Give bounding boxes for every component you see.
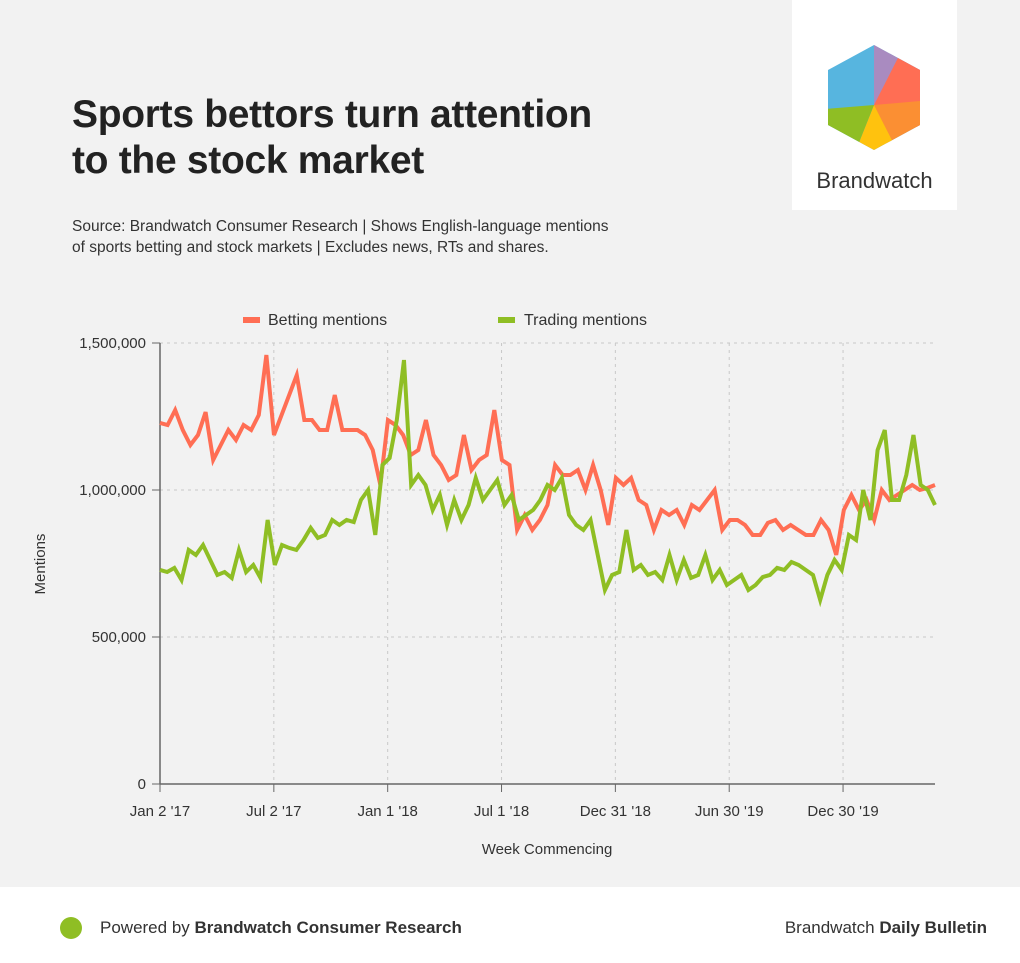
source-line-1: Source: Brandwatch Consumer Research | S… [72, 218, 609, 235]
legend-label: Trading mentions [524, 312, 647, 329]
legend-swatch [498, 317, 515, 323]
x-axis-label: Week Commencing [482, 841, 613, 858]
powered-by: Powered by Brandwatch Consumer Research [100, 918, 462, 938]
y-tick-label: 1,500,000 [79, 335, 146, 352]
y-tick-label: 1,000,000 [79, 482, 146, 499]
x-tick-label: Jul 1 '18 [474, 803, 529, 820]
powered-prefix: Powered by [100, 918, 195, 937]
daily-bulletin: Brandwatch Daily Bulletin [785, 918, 987, 938]
bulletin-name: Daily Bulletin [879, 918, 987, 937]
chart-title: Sports bettors turn attention to the stoc… [72, 92, 692, 184]
series-line-betting [159, 354, 936, 556]
legend: Betting mentions Trading mentions [243, 312, 647, 329]
y-tick-label: 500,000 [92, 629, 146, 646]
legend-swatch [243, 317, 260, 323]
title-line-1: Sports bettors turn attention [72, 93, 592, 136]
bulletin-prefix: Brandwatch [784, 918, 880, 937]
hexagon-logo-icon [828, 45, 920, 150]
legend-label: Betting mentions [268, 312, 387, 329]
x-tick-label: Jan 1 '18 [357, 803, 417, 820]
chart-subtitle: Source: Brandwatch Consumer Research | S… [72, 216, 672, 258]
brandwatch-logo: Brandwatch [792, 0, 957, 210]
y-axis-label: Mentions [32, 534, 49, 595]
source-line-2: of sports betting and stock markets | Ex… [72, 239, 549, 256]
brand-dot-icon [60, 917, 82, 939]
series-line-trading [159, 359, 937, 608]
footer: Powered by Brandwatch Consumer Research … [0, 887, 1020, 963]
title-line-2: to the stock market [72, 139, 424, 182]
line-chart: Betting mentions Trading mentions 0 500,00… [32, 312, 937, 858]
x-tick-label: Dec 30 '19 [807, 803, 878, 820]
x-tick-label: Jul 2 '17 [246, 803, 301, 820]
y-tick-label: 0 [138, 776, 146, 793]
powered-source: Brandwatch Consumer Research [194, 918, 462, 937]
x-tick-label: Jan 2 '17 [130, 803, 190, 820]
x-tick-label: Jun 30 '19 [695, 803, 764, 820]
logo-wordmark: Brandwatch [816, 168, 933, 193]
x-tick-label: Dec 31 '18 [580, 803, 651, 820]
